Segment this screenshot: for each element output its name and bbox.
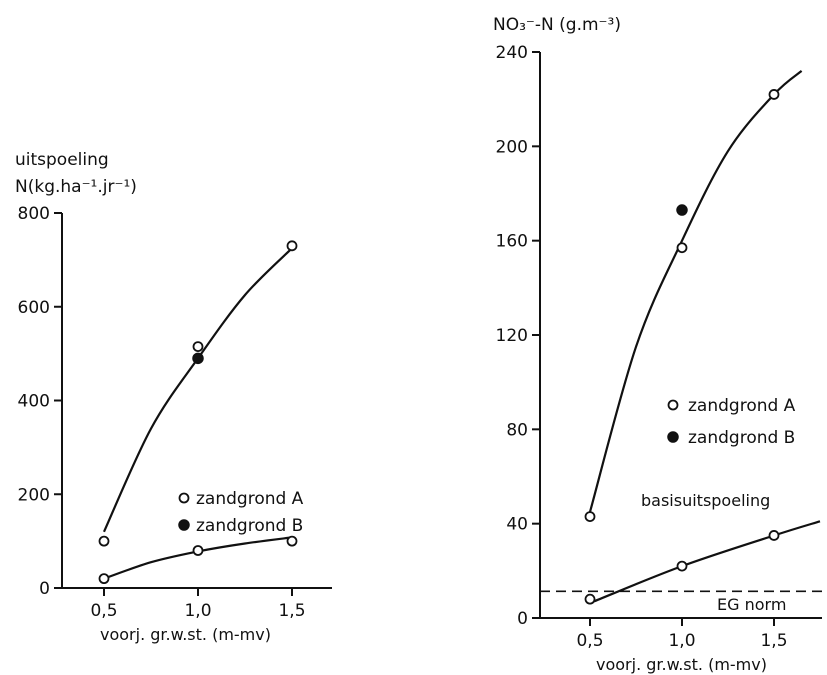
right-ylabel: NO₃⁻-N (g.m⁻³) [493,15,621,35]
y-tick-label: 200 [18,485,50,505]
right-ticks: 0 40 80 120 160 200 240 0,5 1,0 1,5 [496,43,788,651]
left-legend-zandgrond-a: zandgrond A [196,489,304,509]
data-point-zandgrond-a [286,240,298,252]
left-ylabel-line1: uitspoeling [15,150,109,170]
left-ylabel-line2: N(kg.ha⁻¹.jr⁻¹) [15,177,137,197]
y-tick-label: 200 [496,137,528,157]
x-tick-label: 0,5 [576,631,603,651]
y-tick-label: 800 [18,204,50,224]
y-tick-label: 0 [517,609,528,629]
data-point-zandgrond-b [192,352,204,365]
data-point-zandgrond-a [192,341,204,352]
data-point-zandgrond-a [584,511,596,522]
legend-filled-circle-marker [178,519,190,531]
right-points [584,89,780,605]
data-point-zandgrond-b [676,204,688,216]
y-tick-label: 40 [506,515,528,535]
left-chart: uitspoeling N(kg.ha⁻¹.jr⁻¹) 0 200 400 600 80… [15,150,332,644]
y-tick-label: 120 [496,326,528,346]
right-curves [588,70,821,603]
y-tick-label: 400 [18,392,50,412]
x-tick-label: 1,5 [760,631,787,651]
data-point-zandgrond-a [98,573,110,585]
fit-curve-2 [103,536,293,580]
data-point-zandgrond-a [676,242,688,254]
legend-filled-circle-marker [667,431,679,443]
legend-open-circle-marker [667,399,679,411]
x-tick-label: 0,5 [90,601,117,621]
y-tick-label: 240 [496,43,528,63]
left-points [98,240,298,585]
data-point-zandgrond-a [192,545,204,556]
left-legend: zandgrond A zandgrond B [178,489,304,536]
data-point-zandgrond-a [98,535,110,547]
fit-curve-2 [593,520,821,603]
basisuitspoeling-label: basisuitspoeling [641,491,770,510]
x-tick-label: 1,5 [278,601,305,621]
data-point-zandgrond-a [768,530,780,541]
y-tick-label: 600 [18,298,50,318]
right-legend-zandgrond-a: zandgrond A [688,396,796,416]
left-ticks: 0 200 400 600 800 0,5 1,0 1,5 [18,204,306,621]
legend-open-circle-marker [178,492,190,504]
right-legend-zandgrond-b: zandgrond B [688,428,795,448]
data-point-zandgrond-a [286,535,298,547]
y-tick-label: 80 [506,420,528,440]
x-tick-label: 1,0 [184,601,211,621]
left-legend-zandgrond-b: zandgrond B [196,516,303,536]
y-tick-label: 160 [496,232,528,252]
right-chart: NO₃⁻-N (g.m⁻³) 0 40 80 120 160 200 240 0,5 1,0 1,… [493,15,822,674]
y-tick-label: 0 [39,579,50,599]
eg-norm-label: EG norm [717,595,786,614]
data-point-zandgrond-a [768,89,780,100]
right-xlabel: voorj. gr.w.st. (m-mv) [596,655,767,674]
right-legend: zandgrond A zandgrond B [667,396,796,448]
left-xlabel: voorj. gr.w.st. (m-mv) [100,625,271,644]
x-tick-label: 1,0 [668,631,695,651]
data-point-zandgrond-a [676,560,688,572]
data-point-zandgrond-a [584,593,596,605]
